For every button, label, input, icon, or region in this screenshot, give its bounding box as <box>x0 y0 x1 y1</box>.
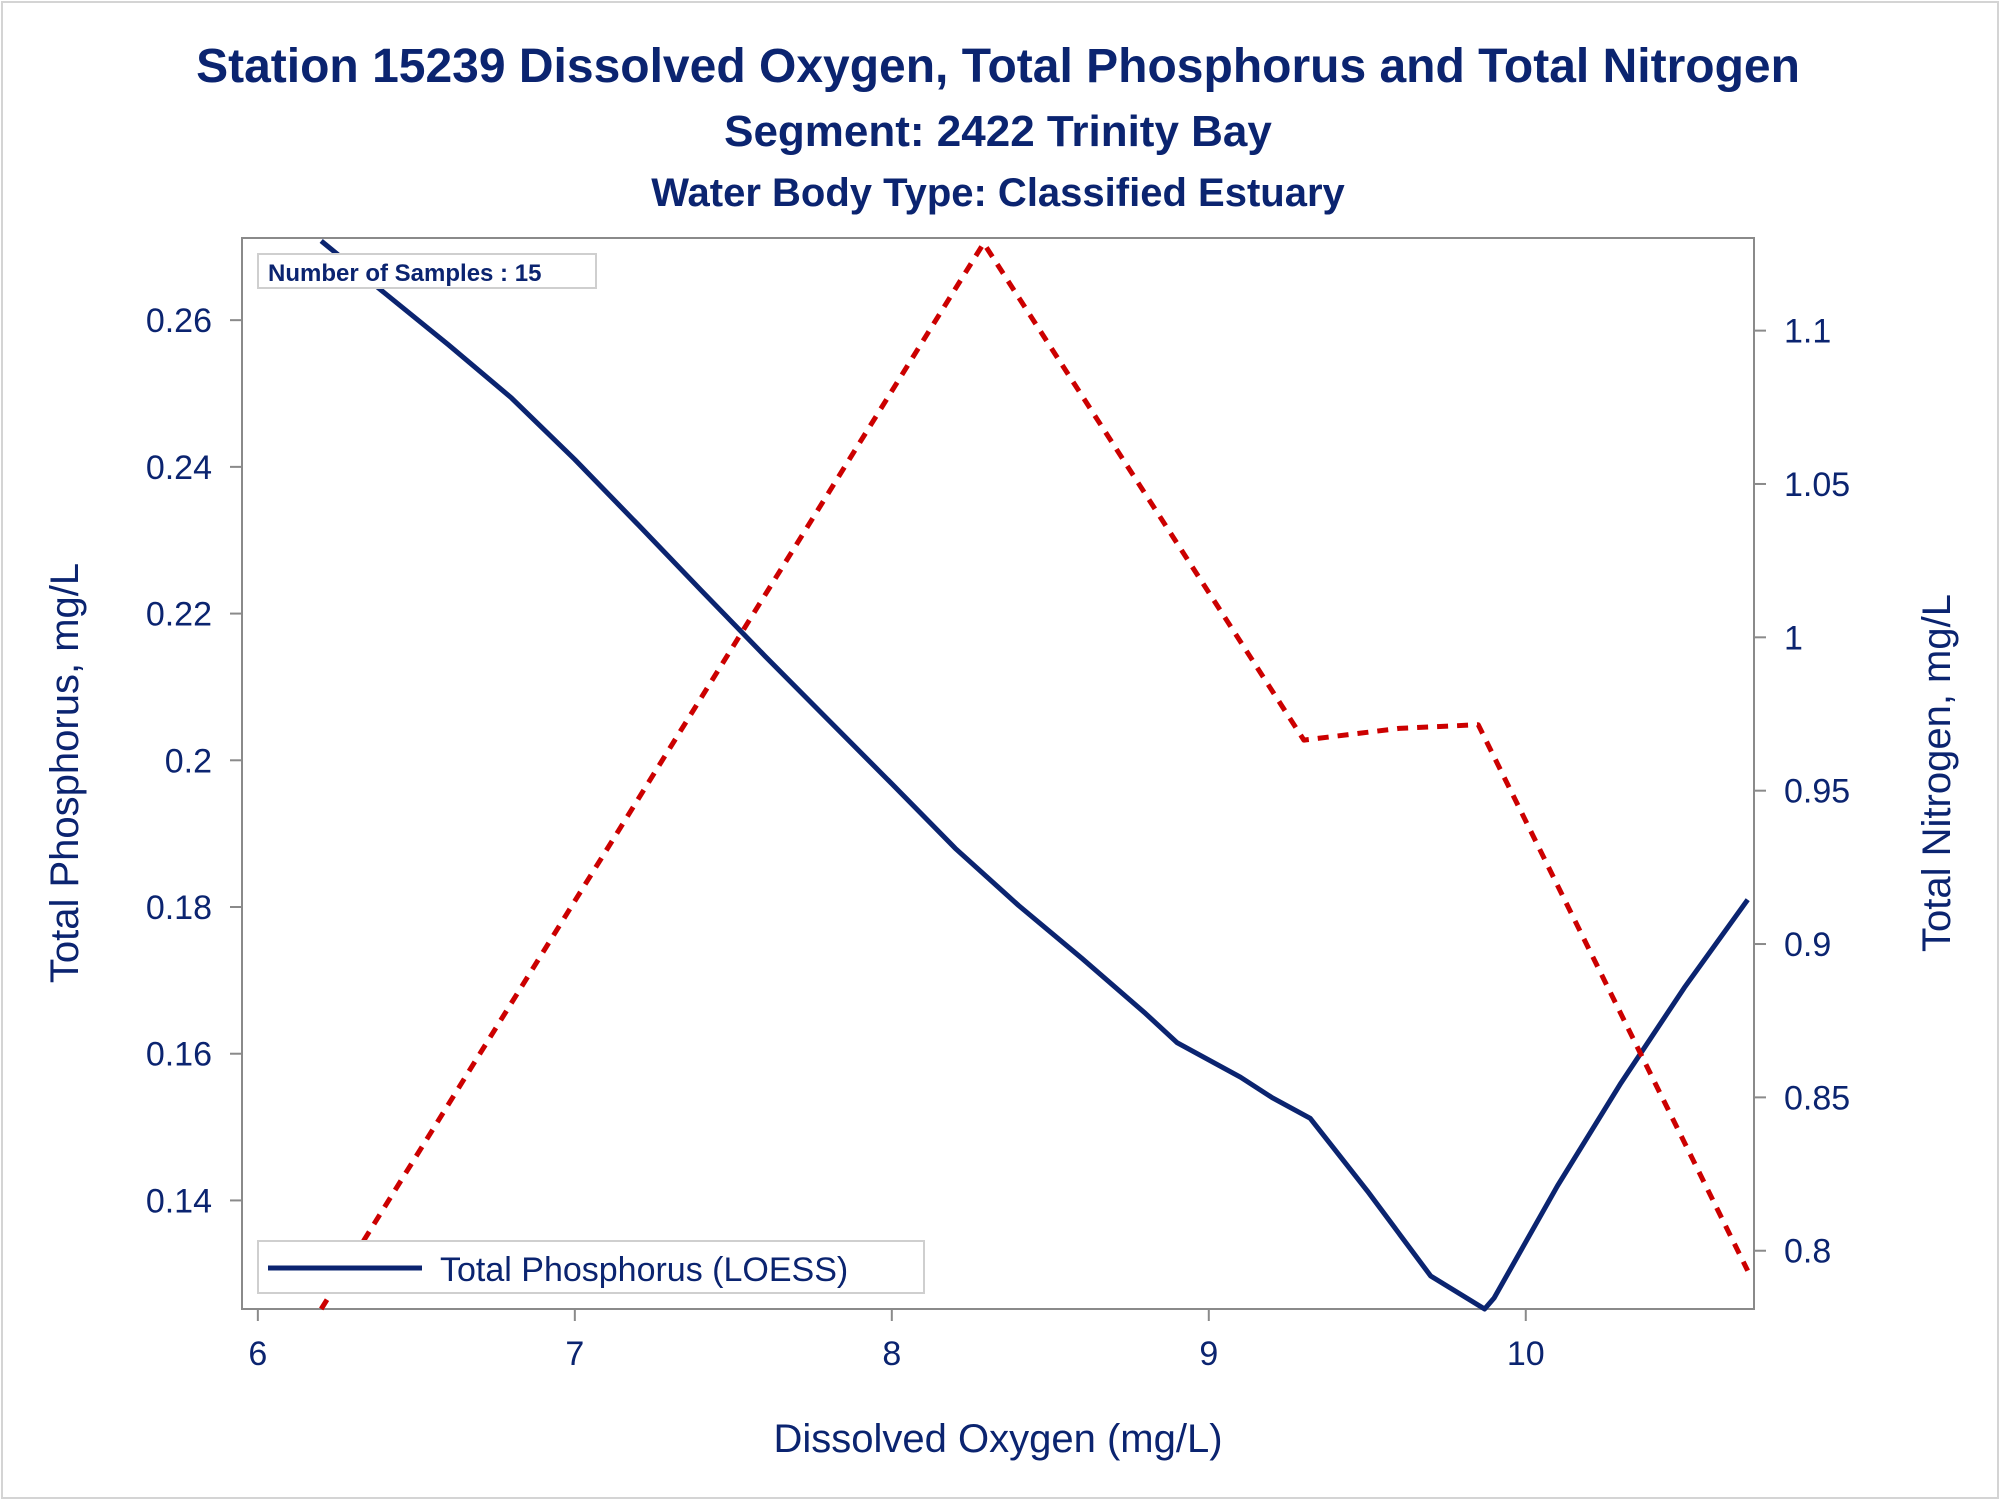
y-axis-left: 0.14 0.16 0.18 0.2 0.22 0.24 0.26 <box>146 302 242 1220</box>
x-tick-label: 7 <box>565 1335 584 1373</box>
y2-tick-label: 1.1 <box>1784 313 1831 351</box>
legend: Total Phosphorus (LOESS) <box>257 1240 925 1294</box>
series-layer <box>319 238 1750 1312</box>
y-tick-label: 0.24 <box>146 449 212 487</box>
y-tick-label: 0.16 <box>146 1036 212 1074</box>
x-axis-label: Dissolved Oxygen (mg/L) <box>773 1417 1222 1461</box>
chart-subtitle: Segment: 2422 Trinity Bay <box>724 107 1272 156</box>
y-tick-label: 0.18 <box>146 889 212 927</box>
y-axis-right: 0.8 0.85 0.9 0.95 1 1.05 1.1 <box>1754 313 1850 1271</box>
series-line-nitrogen <box>319 240 1750 1311</box>
y2-tick-label: 0.8 <box>1784 1233 1831 1271</box>
y-tick-label: 0.2 <box>165 742 212 780</box>
sample-count-text: Number of Samples : 15 <box>268 260 541 287</box>
x-tick-label: 10 <box>1507 1335 1545 1373</box>
x-axis: 6 7 8 9 10 <box>248 1309 1545 1373</box>
x-tick-label: 9 <box>1199 1335 1218 1373</box>
x-tick-label: 6 <box>248 1335 267 1373</box>
sample-count-inset: Number of Samples : 15 <box>257 253 597 289</box>
y2-tick-label: 1.05 <box>1784 466 1850 504</box>
sample-count-box <box>257 253 597 289</box>
chart-subtitle-2: Water Body Type: Classified Estuary <box>651 171 1345 215</box>
y-tick-label: 0.14 <box>146 1182 212 1220</box>
y2-tick-label: 0.95 <box>1784 773 1850 811</box>
chart-title: Station 15239 Dissolved Oxygen, Total Ph… <box>196 40 1800 93</box>
y2-tick-label: 1 <box>1784 619 1803 657</box>
y2-axis-label: Total Nitrogen, mg/L <box>1915 594 1959 952</box>
y2-tick-label: 0.85 <box>1784 1079 1850 1117</box>
plot-area <box>241 237 1755 1310</box>
y-tick-label: 0.26 <box>146 302 212 340</box>
series-line-phosphorus <box>319 238 1750 1312</box>
y2-tick-label: 0.9 <box>1784 926 1831 964</box>
legend-label-phosphorus: Total Phosphorus (LOESS) <box>440 1251 848 1289</box>
y-tick-label: 0.22 <box>146 596 212 634</box>
x-tick-label: 8 <box>882 1335 901 1373</box>
y-axis-label: Total Phosphorus, mg/L <box>43 563 87 983</box>
